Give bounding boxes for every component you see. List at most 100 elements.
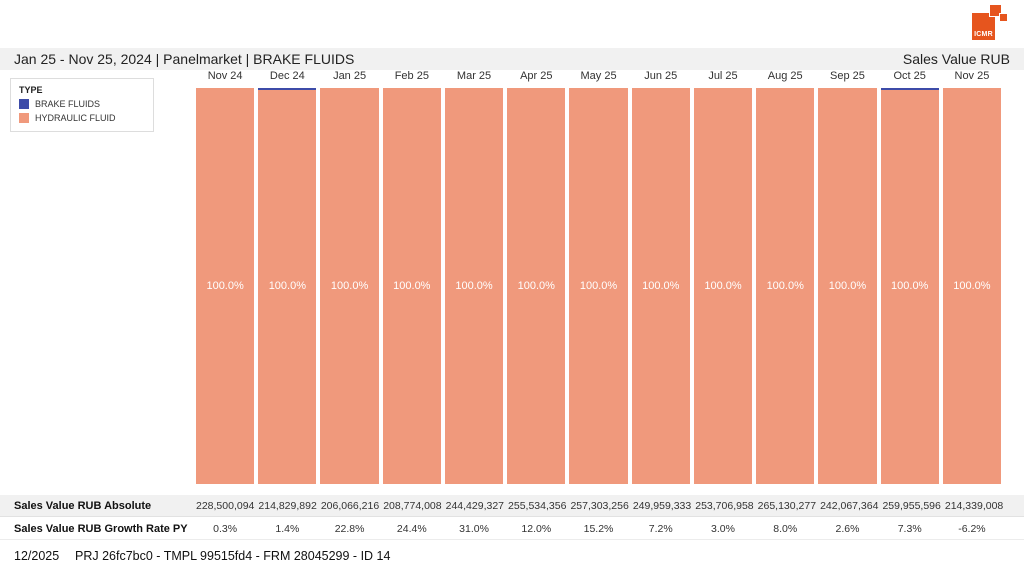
bar-column-oct-25[interactable]: 100.0% (880, 88, 939, 484)
table-cell: 31.0% (459, 522, 489, 535)
bar-percentage-label: 100.0% (393, 280, 431, 292)
table-values-row: 0.3% 1.4% 22.8% 24.4% 31.0% 12.0% 15.2% 7.2% 3.0… (196, 523, 1001, 535)
table-cell: 3.0% (711, 522, 735, 535)
month-label: Jan 25 (333, 70, 367, 82)
table-cell: 8.0% (773, 522, 798, 535)
bar-percentage-label: 100.0% (828, 280, 867, 292)
month-label: Feb 25 (394, 70, 429, 82)
bar-percentage-label: 100.0% (455, 280, 493, 292)
legend-item-label: HYDRAULIC FLUID (35, 113, 116, 123)
table-cell: 255,534,356 (508, 499, 567, 512)
bar-column-jun-25[interactable]: 100.0% (631, 88, 690, 484)
footer-reference: PRJ 26fc7bc0 - TMPL 99515fd4 - FRM 28045… (75, 549, 391, 563)
bar-column-jan-25[interactable]: 100.0% (320, 88, 379, 484)
table-cell: 1.4% (275, 522, 300, 535)
table-cell: 265,130,277 (757, 499, 817, 512)
bar-segment-brake-fluids[interactable] (880, 88, 939, 90)
bar-segment-hydraulic-fluid[interactable] (569, 88, 628, 484)
bar-segment-hydraulic-fluid[interactable] (756, 88, 815, 484)
table-values-row: 228,500,094 214,829,892 206,066,216 208,774… (196, 499, 1004, 512)
footer-period: 12/2025 (14, 549, 60, 563)
bar-column-apr-25[interactable]: 100.0% (507, 88, 566, 484)
bar-segment-brake-fluids[interactable] (258, 88, 317, 90)
chart-legend: TYPE BRAKE FLUIDS HYDRAULIC FLUID (10, 78, 154, 132)
bar-column-feb-25[interactable]: 100.0% (382, 88, 441, 484)
bar-segment-hydraulic-fluid[interactable] (880, 90, 939, 484)
legend-items: BRAKE FLUIDS HYDRAULIC FLUID (19, 99, 145, 123)
bar-segment-hydraulic-fluid[interactable] (818, 88, 877, 484)
bar-column-jul-25[interactable]: 100.0% (693, 88, 753, 484)
table-cell: 15.2% (583, 522, 614, 535)
month-label: Sep 25 (830, 70, 865, 82)
bar-percentage-label: 100.0% (766, 280, 804, 292)
bar-segment-hydraulic-fluid[interactable] (444, 88, 504, 484)
table-cell: 259,955,596 (882, 499, 941, 512)
bar-column-mar-25[interactable]: 100.0% (444, 88, 504, 484)
report-title: Jan 25 - Nov 25, 2024 | Panelmarket | BR… (14, 51, 355, 67)
bar-segment-hydraulic-fluid[interactable] (258, 90, 317, 484)
month-label: Jun 25 (644, 70, 678, 82)
table-cell: 12.0% (521, 522, 552, 535)
legend-item-hydraulic-fluid[interactable]: HYDRAULIC FLUID (19, 113, 145, 123)
table-cell: 253,706,958 (695, 499, 754, 512)
bar-segment-hydraulic-fluid[interactable] (631, 88, 690, 484)
month-label: Mar 25 (456, 70, 492, 82)
table-row-sales-absolute: Sales Value RUB Absolute 228,500,094 214,… (0, 495, 1024, 517)
month-label: Nov 25 (954, 70, 990, 82)
table-cell: 2.6% (835, 522, 860, 535)
legend-swatch-icon (19, 113, 29, 123)
bar-segment-hydraulic-fluid[interactable] (507, 88, 566, 484)
table-cell: 244,429,327 (445, 499, 505, 512)
bar-column-nov-24[interactable]: 100.0% (196, 88, 255, 484)
measure-label: Sales Value RUB (902, 51, 1010, 67)
table-row-label: Sales Value RUB Growth Rate PY (14, 522, 188, 535)
month-label: Nov 24 (207, 70, 243, 82)
bar-percentage-label: 100.0% (953, 280, 991, 292)
bar-percentage-label: 100.0% (517, 280, 555, 292)
month-label: Aug 25 (767, 70, 803, 82)
legend-item-brake-fluids[interactable]: BRAKE FLUIDS (19, 99, 145, 109)
bar-percentage-label: 100.0% (642, 280, 680, 292)
bar-segment-hydraulic-fluid[interactable] (382, 88, 441, 484)
table-cell: 242,067,364 (820, 499, 879, 512)
bar-segment-hydraulic-fluid[interactable] (693, 88, 753, 484)
table-row-label: Sales Value RUB Absolute (14, 499, 152, 512)
bar-percentage-label: 100.0% (206, 280, 244, 292)
month-label: Dec 24 (269, 70, 305, 82)
table-cell: 24.4% (396, 522, 427, 535)
month-label: May 25 (580, 70, 617, 82)
bar-column-may-25[interactable]: 100.0% (569, 88, 628, 484)
bar-percentage-label: 100.0% (704, 280, 742, 292)
table-cell: 0.3% (213, 522, 238, 535)
logo-square-small (999, 13, 1008, 22)
bar-percentage-label: 100.0% (579, 280, 618, 292)
bar-percentage-label: 100.0% (268, 280, 306, 292)
logo-square-medium (989, 4, 1002, 17)
month-label: Oct 25 (893, 70, 926, 82)
bar-column-dec-24[interactable]: 100.0% (258, 88, 317, 484)
month-label: Apr 25 (520, 70, 553, 82)
table-cell: 257,303,256 (570, 499, 629, 512)
table-cell: 7.2% (648, 522, 673, 535)
table-cell: 7.3% (897, 522, 922, 535)
bar-segment-hydraulic-fluid[interactable] (196, 88, 255, 484)
bar-column-sep-25[interactable]: 100.0% (818, 88, 877, 484)
table-cell: 214,339,008 (944, 499, 1004, 512)
bar-segment-hydraulic-fluid[interactable] (942, 88, 1002, 484)
month-label: Jul 25 (708, 70, 738, 82)
table-cell: 206,066,216 (320, 499, 380, 512)
table-cell: 22.8% (334, 522, 365, 535)
logo-square-large: ICMR (972, 13, 995, 40)
legend-swatch-icon (19, 99, 29, 109)
bar-segment-hydraulic-fluid[interactable] (320, 88, 379, 484)
table-row-growth-rate: Sales Value RUB Growth Rate PY 0.3% 1.4% 2… (0, 518, 1024, 540)
month-labels-row: Nov 24 Dec 24 Jan 25 Feb 25 Mar 25 Apr 25 May … (196, 70, 1001, 82)
bar-column-nov-25[interactable]: 100.0% (942, 88, 1002, 484)
bars-row: 100.0% 100.0% 100.0% 100.0% 100.0% 100.0% 100.… (196, 88, 1002, 484)
legend-item-label: BRAKE FLUIDS (35, 99, 101, 109)
bar-percentage-label: 100.0% (330, 280, 369, 292)
bar-column-aug-25[interactable]: 100.0% (756, 88, 815, 484)
table-cell: -6.2% (958, 522, 986, 535)
table-cell: 208,774,008 (383, 499, 442, 512)
